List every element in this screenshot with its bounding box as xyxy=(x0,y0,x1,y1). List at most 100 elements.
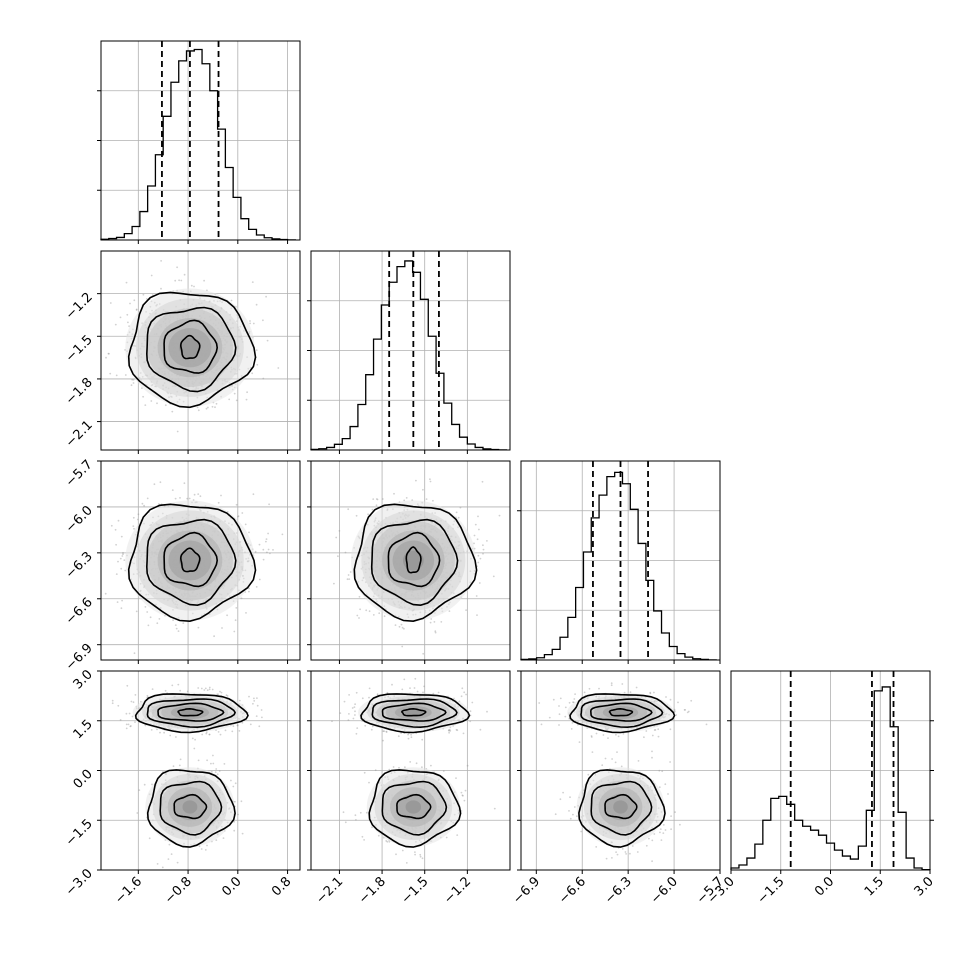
axes-frame xyxy=(100,250,301,451)
scatter-point xyxy=(201,733,204,736)
scatter-point xyxy=(174,497,177,500)
scatter-point xyxy=(115,543,117,546)
scatter-point xyxy=(265,538,268,540)
scatter-point xyxy=(251,281,254,283)
x-tick-label: 0.8 xyxy=(269,874,294,899)
scatter-point xyxy=(237,813,239,816)
x-tick-label: −1.5 xyxy=(399,874,432,907)
scatter-point xyxy=(456,729,459,732)
scatter-point xyxy=(476,538,479,541)
scatter-point xyxy=(266,551,268,554)
scatter-point xyxy=(194,738,197,741)
scatter-point xyxy=(258,725,261,728)
histogram-step xyxy=(730,686,931,871)
scatter-point xyxy=(143,504,146,507)
scatter-point xyxy=(158,618,161,620)
scatter-point xyxy=(126,684,129,687)
scatter-point xyxy=(132,525,135,527)
scatter-point xyxy=(111,699,114,702)
scatter-point xyxy=(148,837,151,840)
scatter-point xyxy=(172,619,175,622)
scatter-point xyxy=(478,582,481,584)
scatter-point xyxy=(132,382,135,384)
scatter-point xyxy=(240,800,243,803)
scatter-point xyxy=(356,727,359,729)
scatter-point xyxy=(261,716,263,719)
scatter-point xyxy=(176,430,179,433)
scatter-point xyxy=(218,770,221,772)
scatter-point xyxy=(233,829,236,832)
scatter-point xyxy=(178,279,181,282)
scatter-point xyxy=(348,713,350,715)
scatter-point xyxy=(215,768,218,770)
scatter-point xyxy=(245,398,248,401)
scatter-point xyxy=(169,734,172,737)
scatter-point xyxy=(246,391,249,394)
scatter-point xyxy=(125,712,128,715)
scatter-point xyxy=(401,688,404,691)
scatter-point xyxy=(159,481,162,484)
y-tick-label: −6.6 xyxy=(63,595,96,628)
scatter-point xyxy=(433,621,436,623)
scatter-point xyxy=(421,738,424,741)
scatter-point xyxy=(241,721,244,724)
scatter-point xyxy=(130,700,133,703)
scatter-point xyxy=(178,764,181,767)
scatter-point xyxy=(142,395,145,398)
scatter-point xyxy=(486,710,488,713)
scatter-point xyxy=(365,609,368,612)
scatter-point xyxy=(370,728,373,731)
hist-param-3-panel xyxy=(517,460,721,664)
scatter-point xyxy=(368,687,371,690)
scatter-point xyxy=(255,586,258,588)
scatter-point xyxy=(179,497,181,499)
scatter-point xyxy=(135,308,138,311)
scatter-point xyxy=(174,279,177,282)
scatter-point xyxy=(124,374,127,376)
scatter-point xyxy=(214,406,216,409)
scatter-point xyxy=(479,728,482,731)
scatter-point xyxy=(400,623,403,626)
scatter-point xyxy=(368,696,370,699)
scatter-point xyxy=(252,493,255,496)
scatter-point xyxy=(256,704,259,707)
scatter-point xyxy=(358,617,360,619)
scatter-point xyxy=(182,622,185,624)
scatter-point xyxy=(238,699,241,702)
scatter-point xyxy=(197,409,200,412)
scatter-point xyxy=(492,575,495,578)
scatter-point xyxy=(219,690,221,693)
scatter-point xyxy=(416,690,419,693)
scatter-point xyxy=(382,730,385,732)
scatter-point xyxy=(249,322,252,325)
scatter-point xyxy=(122,553,124,556)
y-tick-label: −6.9 xyxy=(63,641,96,674)
histogram-step xyxy=(520,471,717,661)
scatter-point xyxy=(262,377,265,380)
scatter-point xyxy=(267,548,270,551)
scatter-point xyxy=(132,378,135,381)
scatter-point xyxy=(423,685,425,688)
scatter-point xyxy=(355,691,358,694)
scatter-point xyxy=(356,614,359,617)
scatter-point xyxy=(403,678,406,681)
scatter-point xyxy=(115,573,118,575)
scatter-point xyxy=(425,498,428,500)
scatter-point xyxy=(164,689,167,692)
scatter-point xyxy=(394,624,397,626)
scatter-point xyxy=(197,493,200,495)
scatter-point xyxy=(476,614,478,616)
histogram-step xyxy=(310,260,508,451)
scatter-point xyxy=(204,687,207,690)
scatter-point xyxy=(256,697,258,699)
scatter-point xyxy=(208,688,211,691)
scatter-point xyxy=(168,843,171,846)
scatter-point xyxy=(429,621,432,624)
scatter-point xyxy=(348,578,351,580)
y-tick-label: −1.2 xyxy=(63,290,96,323)
axes-frame xyxy=(100,40,301,241)
scatter-point xyxy=(164,404,167,407)
y-tick-label: −6.3 xyxy=(63,549,96,582)
scatter-point xyxy=(429,480,432,483)
scatter-point xyxy=(344,551,347,554)
